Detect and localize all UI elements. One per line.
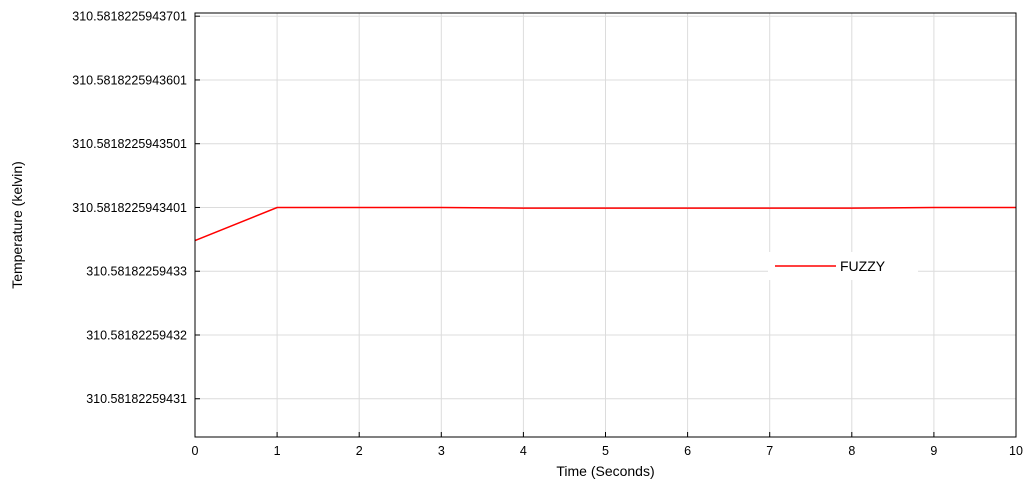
grid — [194, 13, 1017, 437]
y-tick-label: 310.58182259431 — [86, 392, 187, 406]
legend: FUZZY — [768, 252, 918, 280]
x-tick-label: 6 — [684, 444, 691, 458]
series-layer — [194, 206, 1016, 242]
y-tick-label: 310.58182259433 — [86, 265, 187, 279]
y-axis-label: Temperature (kelvin) — [9, 161, 25, 289]
y-tick-label: 310.58182259432 — [86, 328, 187, 342]
y-tick-label: 310.5818225943601 — [72, 73, 187, 87]
x-tick-label: 9 — [930, 444, 937, 458]
x-tick-label: 5 — [602, 444, 609, 458]
x-axis-label: Time (Seconds) — [556, 463, 654, 479]
legend-label-fuzzy: FUZZY — [840, 258, 886, 274]
x-tick-label: 4 — [520, 444, 527, 458]
y-tick-label: 310.5818225943501 — [72, 137, 187, 151]
ticks: 0 1 2 3 4 5 6 7 8 9 10 310.5818225943701 310.5818225… — [72, 10, 1023, 458]
x-tick-label: 8 — [848, 444, 855, 458]
y-tick-label: 310.5818225943401 — [72, 201, 187, 215]
y-tick-label: 310.5818225943701 — [72, 10, 187, 24]
x-tick-label: 2 — [356, 444, 363, 458]
x-tick-label: 3 — [438, 444, 445, 458]
x-tick-label: 1 — [274, 444, 281, 458]
x-tick-label: 10 — [1009, 444, 1023, 458]
series-line-fuzzy — [194, 206, 1016, 242]
x-tick-label: 7 — [766, 444, 773, 458]
x-tick-label: 0 — [192, 444, 199, 458]
